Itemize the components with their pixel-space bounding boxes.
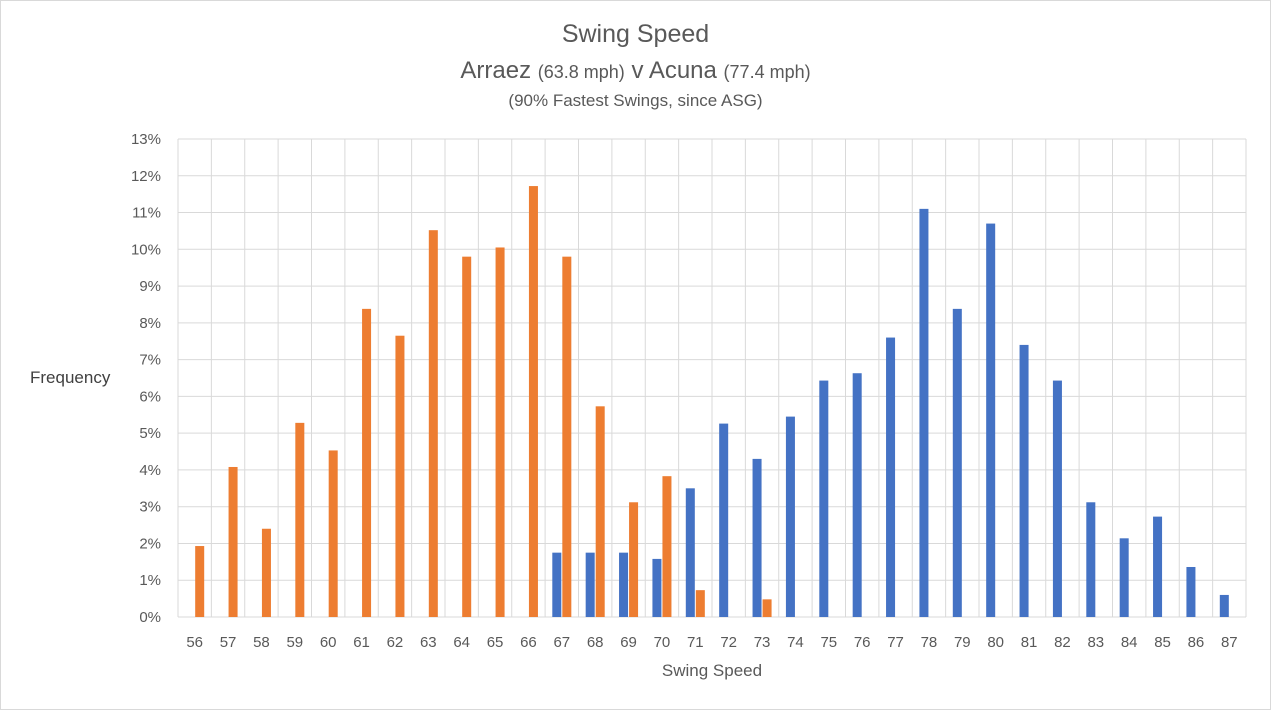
x-tick-label: 84 xyxy=(1121,634,1138,651)
bar xyxy=(1052,380,1062,617)
bar xyxy=(462,256,472,617)
bar xyxy=(362,308,372,617)
bar xyxy=(986,223,996,618)
bar xyxy=(195,546,205,617)
x-tick-label: 72 xyxy=(720,634,737,651)
bar xyxy=(562,256,572,617)
bar xyxy=(1086,502,1096,617)
x-tick-label: 75 xyxy=(820,634,837,651)
x-tick-label: 71 xyxy=(687,634,704,651)
chart-title: Swing Speed xyxy=(561,20,710,48)
bar xyxy=(1186,566,1196,617)
subtitle-player2: Acuna xyxy=(648,57,717,84)
bar xyxy=(619,552,629,617)
bar xyxy=(295,422,305,617)
chart-subtitle: Arraez (63.8 mph) v Acuna (77.4 mph) xyxy=(0,57,1271,85)
x-tick-label: 56 xyxy=(186,634,203,651)
x-tick-label: 61 xyxy=(353,634,370,651)
bar xyxy=(662,476,672,617)
x-tick-label: 58 xyxy=(253,634,270,651)
bar xyxy=(629,502,639,617)
bar xyxy=(695,590,705,617)
bar xyxy=(652,558,662,617)
bar xyxy=(261,528,271,617)
bar xyxy=(428,230,438,618)
bar xyxy=(685,488,695,617)
bar xyxy=(495,247,505,617)
y-tick-label: 11% xyxy=(132,205,161,222)
bar xyxy=(1019,344,1029,617)
x-tick-label: 74 xyxy=(787,634,804,651)
bar xyxy=(919,208,929,617)
x-tick-label: 79 xyxy=(954,634,971,651)
bar xyxy=(886,337,896,617)
x-tick-label: 73 xyxy=(754,634,771,651)
bar xyxy=(552,552,562,617)
bar xyxy=(1219,594,1229,617)
bar xyxy=(1153,516,1163,617)
x-tick-label: 78 xyxy=(921,634,938,651)
y-tick-label: 13% xyxy=(131,131,161,148)
y-tick-label: 7% xyxy=(139,352,161,369)
y-axis-label: Frequency xyxy=(30,368,111,387)
x-tick-label: 67 xyxy=(553,634,570,651)
bar xyxy=(819,380,829,617)
y-tick-label: 9% xyxy=(139,278,161,295)
bar xyxy=(785,416,795,617)
x-tick-label: 87 xyxy=(1221,634,1238,651)
y-tick-label: 1% xyxy=(139,572,161,589)
y-tick-label: 10% xyxy=(131,241,161,258)
x-tick-label: 83 xyxy=(1087,634,1104,651)
bar xyxy=(328,450,338,617)
subtitle-player1-speed: (63.8 mph) xyxy=(537,62,625,82)
x-tick-label: 68 xyxy=(587,634,604,651)
x-tick-label: 81 xyxy=(1021,634,1038,651)
y-tick-label: 3% xyxy=(139,499,161,516)
y-tick-label: 12% xyxy=(131,168,161,185)
bar xyxy=(952,308,962,617)
y-tick-label: 8% xyxy=(139,315,161,332)
x-axis-label: Swing Speed xyxy=(661,661,763,680)
subtitle-separator: v xyxy=(631,57,644,84)
y-tick-label: 5% xyxy=(139,425,161,442)
x-tick-label: 65 xyxy=(487,634,504,651)
bar xyxy=(228,466,238,617)
bar xyxy=(585,552,595,617)
bar xyxy=(528,186,538,617)
subtitle-player2-speed: (77.4 mph) xyxy=(723,62,811,82)
x-tick-label: 85 xyxy=(1154,634,1171,651)
x-tick-label: 66 xyxy=(520,634,537,651)
x-tick-label: 69 xyxy=(620,634,637,651)
bar xyxy=(852,373,862,617)
bar xyxy=(752,458,762,617)
x-tick-label: 57 xyxy=(220,634,237,651)
x-tick-label: 63 xyxy=(420,634,437,651)
x-tick-label: 77 xyxy=(887,634,904,651)
bar xyxy=(395,335,405,617)
x-tick-label: 59 xyxy=(286,634,303,651)
x-tick-label: 62 xyxy=(387,634,404,651)
chart-note: (90% Fastest Swings, since ASG) xyxy=(508,91,763,110)
y-tick-label: 6% xyxy=(139,388,161,405)
x-tick-label: 60 xyxy=(320,634,337,651)
bar xyxy=(762,599,772,617)
x-tick-label: 76 xyxy=(854,634,871,651)
x-tick-label: 80 xyxy=(987,634,1004,651)
subtitle-player1: Arraez xyxy=(460,57,532,84)
y-tick-label: 4% xyxy=(139,462,161,479)
bar xyxy=(595,406,605,617)
x-tick-label: 70 xyxy=(654,634,671,651)
y-tick-label: 2% xyxy=(139,535,161,552)
y-tick-label: 0% xyxy=(139,609,161,626)
x-tick-label: 82 xyxy=(1054,634,1071,651)
x-tick-label: 64 xyxy=(453,634,470,651)
bar xyxy=(1119,538,1129,617)
x-tick-label: 86 xyxy=(1188,634,1205,651)
bar xyxy=(719,423,729,617)
